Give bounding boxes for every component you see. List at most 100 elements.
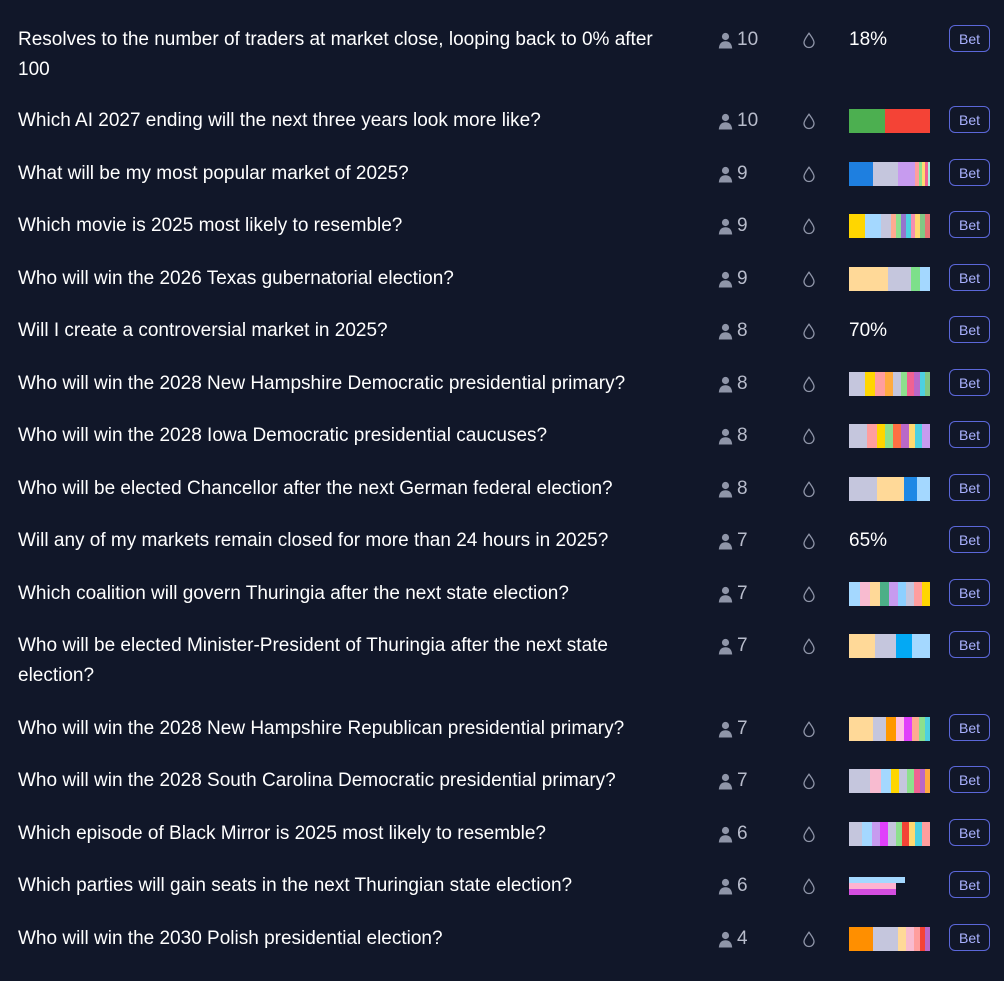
- answer-segment: [886, 717, 896, 741]
- bet-button[interactable]: Bet: [949, 714, 990, 741]
- trader-count: 9: [718, 264, 748, 294]
- answer-segment: [925, 717, 930, 741]
- bet-button[interactable]: Bet: [949, 106, 990, 133]
- market-title[interactable]: Resolves to the number of traders at mar…: [18, 29, 653, 80]
- answer-segment: [920, 267, 930, 291]
- market-title[interactable]: Will any of my markets remain closed for…: [18, 530, 609, 551]
- probability: 70%: [849, 320, 888, 341]
- droplet-icon: [800, 637, 818, 655]
- answer-segment: [904, 717, 913, 741]
- bet-button[interactable]: Bet: [949, 159, 990, 186]
- bet-button[interactable]: Bet: [949, 766, 990, 793]
- answer-segment: [874, 634, 896, 658]
- answer-segment: [921, 424, 930, 448]
- market-title[interactable]: Which movie is 2025 most likely to resem…: [18, 215, 403, 236]
- bet-button[interactable]: Bet: [949, 924, 990, 951]
- bet-button[interactable]: Bet: [949, 25, 990, 52]
- market-title[interactable]: What will be my most popular market of 2…: [18, 163, 409, 184]
- answer-segment: [861, 822, 872, 846]
- droplet-icon: [800, 877, 818, 895]
- trader-count: 10: [718, 25, 758, 55]
- trader-count: 8: [718, 421, 748, 451]
- market-title[interactable]: Which AI 2027 ending will the next three…: [18, 110, 541, 131]
- market-title[interactable]: Who will win the 2028 South Carolina Dem…: [18, 770, 616, 791]
- answer-segment: [920, 927, 926, 951]
- droplet-icon: [800, 585, 818, 603]
- bet-button[interactable]: Bet: [949, 819, 990, 846]
- trader-count-value: 7: [737, 635, 748, 656]
- answer-segment: [849, 162, 874, 186]
- answer-segment: [927, 162, 930, 186]
- answer-segment: [887, 822, 896, 846]
- trader-count: 8: [718, 369, 748, 399]
- answer-distribution-bar: [849, 162, 930, 186]
- trader-count: 7: [718, 526, 748, 556]
- bet-button[interactable]: Bet: [949, 631, 990, 658]
- market-title[interactable]: Who will win the 2030 Polish presidentia…: [18, 928, 443, 949]
- market-title[interactable]: Who will win the 2028 New Hampshire Repu…: [18, 718, 625, 739]
- bet-button[interactable]: Bet: [949, 579, 990, 606]
- answer-segment: [925, 372, 930, 396]
- answer-segment: [897, 162, 916, 186]
- answer-segment: [921, 162, 926, 186]
- answer-segment: [900, 424, 909, 448]
- bet-button[interactable]: Bet: [949, 264, 990, 291]
- answer-distribution-bar: [849, 424, 930, 448]
- market-title[interactable]: Who will win the 2026 Texas gubernatoria…: [18, 268, 454, 289]
- answer-segment: [912, 717, 919, 741]
- market-title[interactable]: Who will be elected Minister-President o…: [18, 635, 608, 686]
- bet-button[interactable]: Bet: [949, 526, 990, 553]
- bet-button[interactable]: Bet: [949, 474, 990, 501]
- bet-button[interactable]: Bet: [949, 211, 990, 238]
- person-icon: [718, 376, 733, 393]
- answer-segment: [849, 927, 874, 951]
- answer-segment: [904, 477, 918, 501]
- answer-segment: [905, 927, 914, 951]
- market-title[interactable]: Who will win the 2028 New Hampshire Demo…: [18, 373, 626, 394]
- answer-segment: [915, 214, 921, 238]
- market-title[interactable]: Which coalition will govern Thuringia af…: [18, 583, 569, 604]
- trader-count-value: 4: [737, 928, 748, 949]
- answer-segment: [849, 769, 871, 793]
- trader-count-value: 7: [737, 530, 748, 551]
- answer-segment: [918, 162, 922, 186]
- market-title[interactable]: Which parties will gain seats in the nex…: [18, 875, 573, 896]
- trader-count-value: 7: [737, 718, 748, 739]
- answer-segment: [910, 267, 921, 291]
- answer-segment: [905, 582, 914, 606]
- answer-segment: [900, 214, 906, 238]
- bet-button[interactable]: Bet: [949, 369, 990, 396]
- market-title[interactable]: Will I create a controversial market in …: [18, 320, 388, 341]
- answer-segment: [892, 424, 901, 448]
- trader-count-value: 8: [737, 373, 748, 394]
- answer-segment: [902, 822, 909, 846]
- answer-segment: [877, 477, 905, 501]
- droplet-icon: [800, 480, 818, 498]
- market-title[interactable]: Which episode of Black Mirror is 2025 mo…: [18, 823, 546, 844]
- market-title[interactable]: Who will win the 2028 Iowa Democratic pr…: [18, 425, 548, 446]
- bet-button[interactable]: Bet: [949, 871, 990, 898]
- answer-distribution-bar: [849, 372, 930, 396]
- trader-count: 6: [718, 871, 748, 901]
- answer-segment: [874, 372, 885, 396]
- answer-segment: [881, 214, 892, 238]
- bet-button[interactable]: Bet: [949, 421, 990, 448]
- answer-segment: [915, 822, 922, 846]
- answer-segment: [895, 634, 913, 658]
- answer-distribution-bar: [849, 582, 930, 606]
- trader-count-value: 8: [737, 425, 748, 446]
- answer-segment: [905, 214, 911, 238]
- bet-button[interactable]: Bet: [949, 316, 990, 343]
- answer-segment: [921, 582, 930, 606]
- market-title[interactable]: Who will be elected Chancellor after the…: [18, 478, 613, 499]
- person-icon: [718, 638, 733, 655]
- trader-count-value: 9: [737, 268, 748, 289]
- answer-segment: [873, 162, 898, 186]
- answer-segment: [920, 372, 926, 396]
- answer-segment: [876, 424, 885, 448]
- answer-segment: [879, 822, 888, 846]
- answer-segment: [865, 372, 875, 396]
- answer-segment: [899, 769, 908, 793]
- person-icon: [718, 113, 733, 130]
- answer-segment: [915, 162, 919, 186]
